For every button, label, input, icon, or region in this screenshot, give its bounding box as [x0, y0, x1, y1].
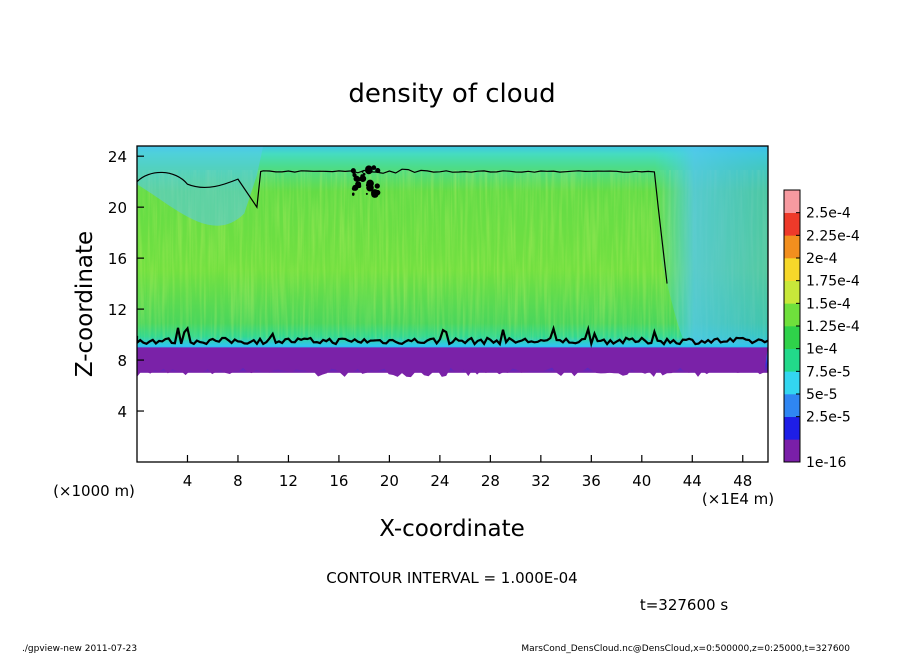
x-unit-right: (×1E4 m)	[702, 490, 774, 508]
dense-cluster	[350, 165, 381, 198]
y-axis-label: Z-coordinate	[72, 231, 98, 377]
colorbar-label: 5e-5	[806, 387, 837, 403]
colorbar-swatch	[784, 190, 800, 213]
footer-left: ./gpview-new 2011-07-23	[22, 644, 137, 654]
colorbar-swatch	[784, 258, 800, 281]
x-tick-label: 24	[430, 472, 449, 490]
colorbar-label: 1.25e-4	[806, 319, 860, 335]
colorbar-swatch	[784, 394, 800, 417]
x-tick-label: 36	[582, 472, 601, 490]
footer-right: MarsCond_DensCloud.nc@DensCloud,x=0:5000…	[521, 644, 850, 654]
colorbar-label: 1e-4	[806, 342, 838, 358]
x-tick-label: 40	[632, 472, 651, 490]
colorbar-label: 2.5e-5	[806, 410, 851, 426]
colorbar-label: 2.25e-4	[806, 228, 860, 244]
upper-contour-line	[137, 168, 668, 284]
cloud-base-fringe	[137, 347, 768, 378]
x-axis-label: X-coordinate	[379, 516, 525, 542]
x-tick-label: 44	[683, 472, 702, 490]
colorbar-swatch	[784, 212, 800, 236]
y-tick-label: 12	[108, 301, 127, 319]
right-turbulent-region	[654, 146, 768, 345]
colorbar-label: 1.5e-4	[806, 296, 851, 312]
colorbar-label: 1.75e-4	[806, 274, 860, 290]
colorbar-swatch	[784, 235, 800, 259]
colorbar-label: 7.5e-5	[806, 364, 851, 380]
lower-contour-line	[137, 324, 768, 348]
x-tick-label: 28	[481, 472, 500, 490]
colorbar-label: 1e-16	[806, 455, 846, 471]
x-tick-label: 4	[183, 472, 193, 490]
x-tick-label: 48	[733, 472, 752, 490]
y-tick-label: 20	[108, 199, 127, 217]
colorbar-swatch	[784, 280, 800, 304]
x-tick-label: 12	[279, 472, 298, 490]
y-tick-label: 16	[108, 250, 127, 268]
x-unit-left: (×1000 m)	[53, 482, 135, 500]
y-axis: 4 8 12 16 20 24	[108, 148, 144, 421]
left-plume	[137, 146, 264, 226]
time-label: t=327600 s	[640, 596, 728, 614]
colorbar-swatch	[784, 371, 800, 395]
x-tick-label: 8	[233, 472, 243, 490]
colorbar-swatch	[784, 303, 800, 327]
contour-interval-text: CONTOUR INTERVAL = 1.000E-04	[326, 569, 577, 587]
y-tick-label: 24	[108, 148, 127, 166]
y-tick-label: 4	[117, 403, 127, 421]
x-tick-label: 16	[329, 472, 348, 490]
colorbar-swatch	[784, 326, 800, 349]
plot-frame	[136, 145, 769, 463]
heatmap-field	[137, 146, 768, 378]
x-tick-label: 32	[531, 472, 550, 490]
x-tick-label: 20	[380, 472, 399, 490]
chart-title: density of cloud	[348, 79, 555, 109]
colorbar-swatch	[784, 348, 800, 372]
y-tick-label: 8	[117, 352, 127, 370]
colorbar: 1e-16 2.5e-5 5e-5 7.5e-5 1e-4 1.25e-4 1.5e-4 1.…	[783, 189, 860, 471]
colorbar-swatch	[784, 439, 800, 463]
colorbar-label: 2e-4	[806, 251, 838, 267]
colorbar-label: 2.5e-4	[806, 206, 851, 222]
colorbar-swatch	[784, 416, 800, 440]
x-axis: 4 8 12 16 20 24 28 32 36 40 44 48	[183, 455, 752, 490]
